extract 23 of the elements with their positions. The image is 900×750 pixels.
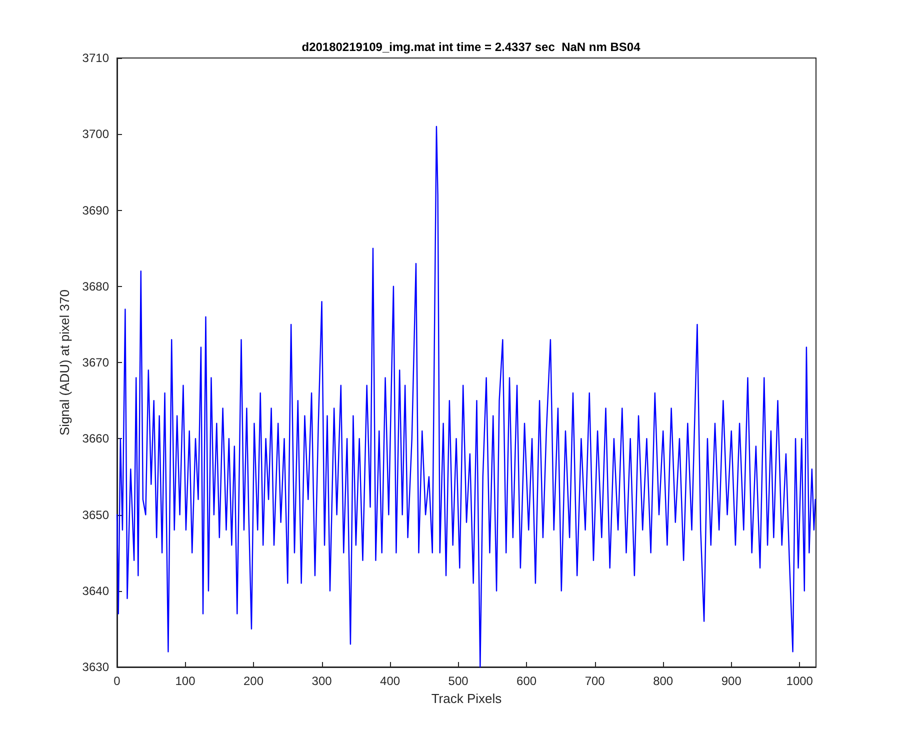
x-tick-label: 600 <box>516 674 537 688</box>
x-tick-label: 1000 <box>786 674 814 688</box>
y-tick-label: 3640 <box>82 584 110 598</box>
x-tick-label: 800 <box>653 674 674 688</box>
chart-title: d20180219109_img.mat int time = 2.4337 sec NaN nm BS04 <box>302 40 641 54</box>
y-tick-label: 3650 <box>82 508 110 522</box>
y-tick-label: 3630 <box>82 660 110 674</box>
y-tick-label: 3710 <box>82 51 110 65</box>
y-axis-title: Signal (ADU) at pixel 370 <box>57 290 72 436</box>
x-tick-label: 500 <box>448 674 469 688</box>
y-tick-label: 3690 <box>82 203 110 218</box>
x-tick-label: 100 <box>175 674 196 688</box>
x-tick-label: 0 <box>114 674 121 688</box>
x-tick-label: 300 <box>312 674 332 688</box>
y-tick-label: 3680 <box>82 279 110 294</box>
x-tick-label: 900 <box>721 674 742 688</box>
y-tick-label: 3660 <box>82 432 110 446</box>
x-tick-label: 400 <box>380 674 400 688</box>
y-tick-label: 3700 <box>82 127 110 142</box>
x-tick-label: 700 <box>584 674 606 688</box>
y-tick-label: 3670 <box>82 356 110 370</box>
x-tick-label: 200 <box>244 674 264 688</box>
x-axis-title: Track Pixels <box>431 690 502 706</box>
